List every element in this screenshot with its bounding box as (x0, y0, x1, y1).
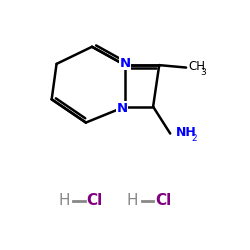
Text: H: H (58, 193, 70, 208)
Text: Cl: Cl (86, 193, 102, 208)
Text: H: H (126, 193, 138, 208)
Text: CH: CH (188, 60, 205, 73)
Text: 2: 2 (192, 134, 197, 143)
Text: N: N (116, 102, 128, 115)
Text: N: N (120, 57, 130, 70)
Text: Cl: Cl (155, 193, 171, 208)
Text: 3: 3 (200, 68, 206, 77)
Text: NH: NH (176, 126, 196, 139)
